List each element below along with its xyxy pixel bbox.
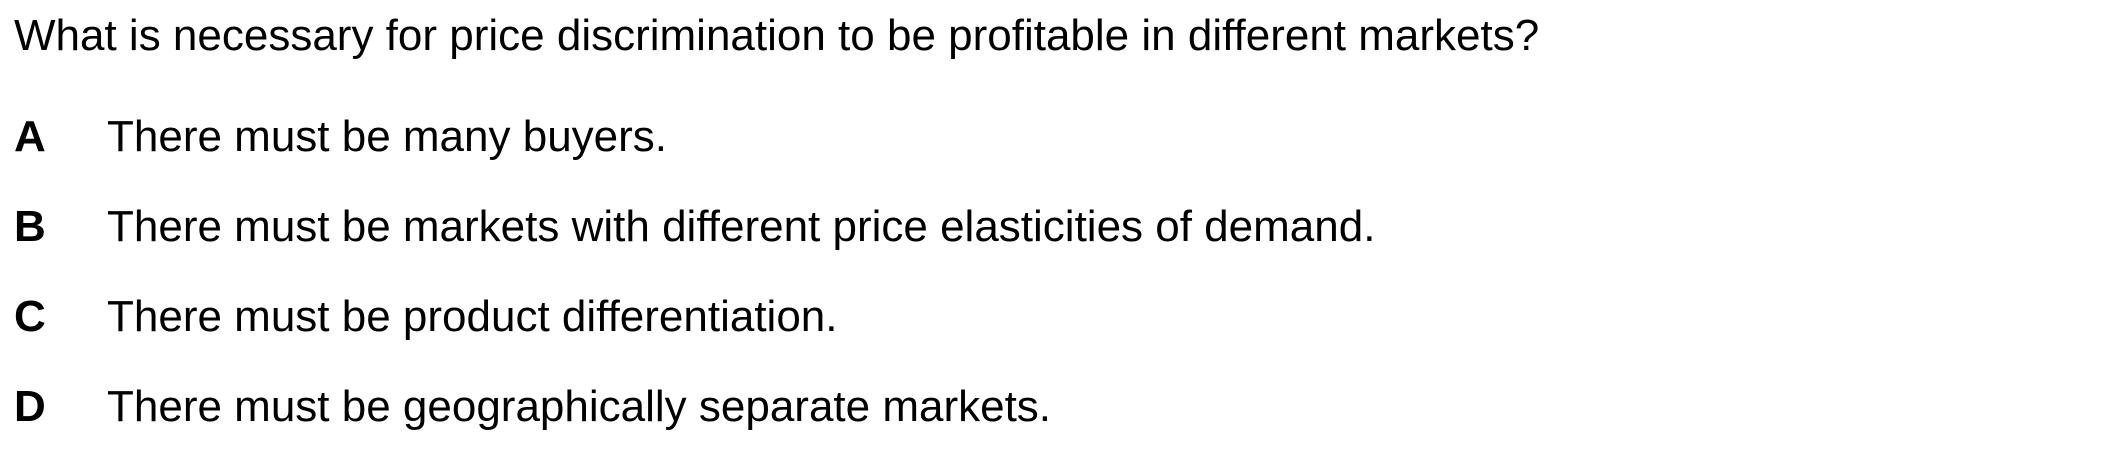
option-text: There must be markets with different pri… xyxy=(107,202,1376,251)
option-text: There must be product differentiation. xyxy=(107,292,838,341)
option-letter: D xyxy=(14,382,46,431)
option-letter: C xyxy=(14,292,46,341)
option-text: There must be geographically separate ma… xyxy=(107,382,1052,431)
option-text: There must be many buyers. xyxy=(107,112,668,161)
option-letter: A xyxy=(14,112,46,161)
question-text: What is necessary for price discriminati… xyxy=(14,11,1540,60)
option-letter: B xyxy=(14,202,46,251)
